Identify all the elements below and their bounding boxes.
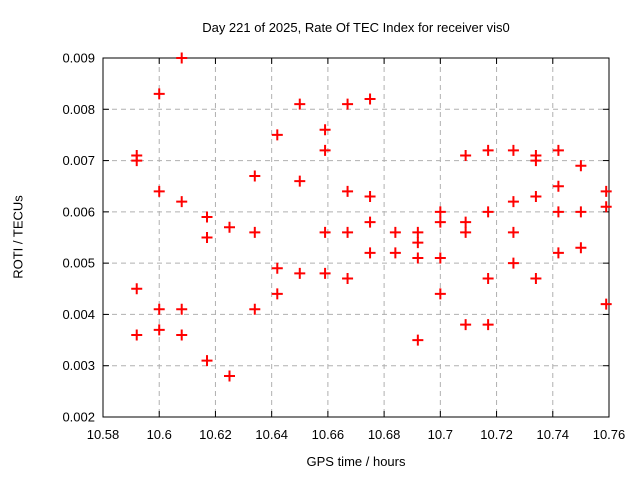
x-tick-label: 10.64 <box>255 427 288 442</box>
data-point <box>530 155 542 167</box>
data-point <box>153 324 165 336</box>
data-point <box>412 334 424 346</box>
data-point <box>600 185 612 197</box>
data-point <box>600 298 612 310</box>
data-point <box>552 247 564 259</box>
y-tick-label: 0.004 <box>62 307 95 322</box>
plot-border <box>102 57 610 418</box>
y-tick-label: 0.003 <box>62 358 95 373</box>
data-point <box>201 232 213 243</box>
data-point <box>552 144 564 156</box>
data-point <box>507 226 519 238</box>
data-point <box>176 303 188 315</box>
data-point <box>389 247 401 259</box>
data-point <box>224 370 235 382</box>
x-tick-label: 10.74 <box>537 427 570 442</box>
data-point <box>249 303 261 315</box>
data-point <box>294 175 306 187</box>
data-point <box>434 206 446 218</box>
data-point <box>271 262 283 274</box>
data-point <box>530 190 542 202</box>
data-point <box>342 273 354 285</box>
data-point <box>319 124 331 136</box>
data-point <box>600 201 612 213</box>
data-point <box>460 226 472 238</box>
data-point <box>482 206 494 218</box>
data-point <box>434 216 446 228</box>
data-point <box>294 267 306 279</box>
x-tick-label: 10.6 <box>147 427 172 442</box>
data-point <box>201 211 213 223</box>
data-point <box>482 319 494 331</box>
data-point <box>575 206 587 218</box>
data-point <box>249 170 261 182</box>
data-point <box>482 273 494 285</box>
x-axis-label: GPS time / hours <box>306 454 406 469</box>
data-point <box>364 93 376 105</box>
x-tick-label: 10.7 <box>428 427 453 442</box>
y-tick-label: 0.005 <box>62 256 95 271</box>
data-point <box>412 226 424 238</box>
data-point <box>460 319 472 331</box>
data-point <box>176 329 188 341</box>
data-point <box>575 160 587 172</box>
y-tick-label: 0.006 <box>62 204 95 219</box>
data-point <box>412 237 424 249</box>
x-tick-label: 10.58 <box>87 427 120 442</box>
data-point <box>131 329 143 341</box>
data-point <box>201 355 213 367</box>
data-point <box>575 242 587 254</box>
data-point <box>342 98 354 110</box>
data-point <box>176 196 188 208</box>
y-tick-label: 0.007 <box>62 153 95 168</box>
x-tick-label: 10.72 <box>480 427 513 442</box>
data-point <box>176 52 188 64</box>
data-point <box>342 185 354 197</box>
data-point <box>552 206 564 218</box>
data-point <box>153 303 165 315</box>
data-point <box>249 226 261 238</box>
data-point <box>342 226 354 238</box>
data-point <box>507 196 519 208</box>
data-point <box>319 144 331 156</box>
data-point <box>434 288 446 300</box>
x-tick-label: 10.62 <box>199 427 232 442</box>
data-point <box>434 252 446 264</box>
data-point <box>460 216 472 228</box>
data-point <box>389 226 401 238</box>
y-tick-label: 0.002 <box>62 410 95 425</box>
x-tick-label: 10.66 <box>312 427 345 442</box>
data-point <box>364 247 376 259</box>
data-point <box>153 88 165 100</box>
data-point <box>507 144 519 156</box>
data-point <box>412 252 424 264</box>
data-point <box>530 273 542 285</box>
data-point <box>271 288 283 300</box>
y-tick-label: 0.008 <box>62 102 95 117</box>
data-point <box>507 257 519 269</box>
chart-title: Day 221 of 2025, Rate Of TEC Index for r… <box>202 20 510 35</box>
data-point <box>460 149 472 161</box>
data-point <box>294 98 306 110</box>
data-point <box>364 216 376 228</box>
x-tick-label: 10.68 <box>368 427 401 442</box>
data-point <box>482 144 494 156</box>
data-point <box>319 267 331 279</box>
data-point <box>153 185 165 197</box>
data-point <box>271 129 283 141</box>
x-tick-label: 10.76 <box>593 427 626 442</box>
data-point <box>131 283 143 295</box>
data-point <box>131 155 143 167</box>
y-tick-label: 0.009 <box>62 51 95 66</box>
data-point <box>319 226 331 238</box>
data-point <box>364 190 376 202</box>
data-point <box>224 221 235 233</box>
data-point <box>552 180 564 192</box>
